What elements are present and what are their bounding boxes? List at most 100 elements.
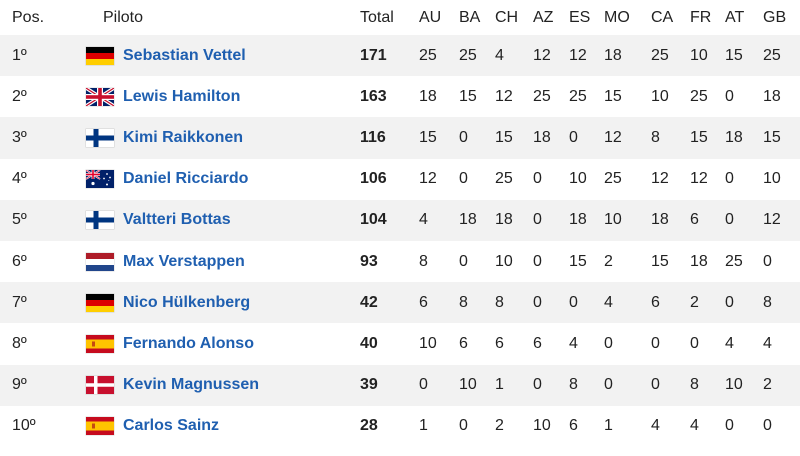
pilot-cell: Carlos Sainz	[86, 406, 360, 447]
score-cell-fr: 18	[690, 252, 708, 270]
total-cell: 116	[360, 128, 386, 146]
score-cell-mo: 10	[604, 211, 622, 229]
score-cell-az: 0	[533, 252, 542, 270]
score-cell-au: 12	[419, 170, 437, 188]
score-cell-gb: 0	[763, 252, 772, 270]
score-cell-es: 12	[569, 46, 587, 64]
table-row: 7º Nico Hülkenberg 42 6 8 8 0 0 4 6 2 0 8	[0, 282, 800, 324]
score-cell-az: 18	[533, 128, 551, 146]
score-cell-ca: 4	[651, 417, 660, 435]
score-cell-fr: 25	[690, 87, 708, 105]
score-cell-ba: 0	[459, 252, 468, 270]
score-cell-at: 10	[725, 376, 743, 394]
finland-flag-icon	[86, 211, 114, 230]
score-cell-au: 0	[419, 376, 428, 394]
score-cell-ca: 0	[651, 334, 660, 352]
score-cell-at: 0	[725, 293, 734, 311]
score-cell-fr: 12	[690, 170, 708, 188]
pilot-link[interactable]: Sebastian Vettel	[123, 46, 246, 64]
pilot-link[interactable]: Carlos Sainz	[123, 417, 220, 435]
pilot-link[interactable]: Kevin Magnussen	[123, 376, 260, 394]
score-cell-au: 6	[419, 293, 428, 311]
score-cell-ca: 15	[651, 252, 669, 270]
table-row: 2º Lewis Hamilton 163 18 15 12 25 25 15 10 25 0 18	[0, 76, 800, 118]
pilot-cell: Daniel Ricciardo	[86, 159, 360, 200]
score-cell-gb: 8	[763, 293, 772, 311]
score-cell-es: 25	[569, 87, 587, 105]
header-race-es: ES	[569, 8, 591, 26]
pilot-wrap: Sebastian Vettel	[86, 46, 360, 65]
score-cell-fr: 4	[690, 417, 699, 435]
score-cell-az: 0	[533, 211, 542, 229]
score-cell-gb: 15	[763, 128, 781, 146]
position-cell: 7º	[12, 293, 27, 311]
pilot-wrap: Valtteri Bottas	[86, 211, 360, 230]
australia-flag-icon	[86, 170, 114, 189]
position-cell: 8º	[12, 334, 27, 352]
netherlands-flag-icon	[86, 252, 114, 271]
score-cell-es: 10	[569, 170, 587, 188]
score-cell-az: 6	[533, 334, 542, 352]
score-cell-at: 25	[725, 252, 743, 270]
score-cell-es: 15	[569, 252, 587, 270]
pilot-link[interactable]: Daniel Ricciardo	[123, 170, 249, 188]
score-cell-fr: 8	[690, 376, 699, 394]
score-cell-ch: 1	[495, 376, 504, 394]
score-cell-ch: 10	[495, 252, 513, 270]
score-cell-mo: 12	[604, 128, 622, 146]
score-cell-gb: 4	[763, 334, 772, 352]
total-cell: 163	[360, 87, 387, 105]
pilot-link[interactable]: Fernando Alonso	[123, 334, 254, 352]
pilot-wrap: Fernando Alonso	[86, 334, 360, 353]
pilot-wrap: Lewis Hamilton	[86, 87, 360, 106]
total-cell: 104	[360, 211, 387, 229]
header-race-ch: CH	[495, 8, 519, 26]
pilot-link[interactable]: Lewis Hamilton	[123, 87, 241, 105]
pilot-cell: Fernando Alonso	[86, 323, 360, 364]
pilot-cell: Valtteri Bottas	[86, 200, 360, 241]
score-cell-au: 10	[419, 334, 437, 352]
score-cell-ba: 25	[459, 46, 477, 64]
uk-flag-icon	[86, 87, 114, 106]
pilot-link[interactable]: Valtteri Bottas	[123, 211, 231, 229]
score-cell-ch: 8	[495, 293, 504, 311]
score-cell-es: 6	[569, 417, 578, 435]
score-cell-ca: 12	[651, 170, 669, 188]
total-cell: 39	[360, 376, 378, 394]
pilot-link[interactable]: Kimi Raikkonen	[123, 128, 244, 146]
score-cell-ch: 2	[495, 417, 504, 435]
score-cell-ch: 18	[495, 211, 513, 229]
score-cell-at: 0	[725, 170, 734, 188]
score-cell-fr: 0	[690, 334, 699, 352]
header-race-at: AT	[725, 8, 745, 26]
score-cell-at: 18	[725, 128, 743, 146]
score-cell-es: 4	[569, 334, 578, 352]
position-cell: 3º	[12, 128, 27, 146]
header-pilot: Piloto	[86, 0, 360, 35]
table-row: 3º Kimi Raikkonen 116 15 0 15 18 0 12 8 15 18 15	[0, 117, 800, 159]
score-cell-ch: 4	[495, 46, 504, 64]
pilot-cell: Nico Hülkenberg	[86, 282, 360, 323]
score-cell-az: 0	[533, 376, 542, 394]
score-cell-az: 25	[533, 87, 551, 105]
score-cell-ba: 15	[459, 87, 477, 105]
score-cell-mo: 2	[604, 252, 613, 270]
pilot-wrap: Nico Hülkenberg	[86, 293, 360, 312]
total-cell: 28	[360, 417, 378, 435]
germany-flag-icon	[86, 46, 114, 65]
score-cell-ch: 15	[495, 128, 513, 146]
pilot-link[interactable]: Nico Hülkenberg	[123, 293, 251, 311]
score-cell-mo: 15	[604, 87, 622, 105]
score-cell-es: 0	[569, 128, 578, 146]
header-race-fr: FR	[690, 8, 712, 26]
score-cell-ch: 6	[495, 334, 504, 352]
position-cell: 6º	[12, 252, 27, 270]
pilot-link[interactable]: Max Verstappen	[123, 252, 245, 270]
score-cell-ba: 0	[459, 128, 468, 146]
score-cell-at: 0	[725, 417, 734, 435]
header-race-ba: BA	[459, 8, 481, 26]
table-row: 8º Fernando Alonso 40 10 6 6 6 4 0 0 0 4 4	[0, 323, 800, 365]
score-cell-mo: 0	[604, 376, 613, 394]
score-cell-az: 12	[533, 46, 551, 64]
